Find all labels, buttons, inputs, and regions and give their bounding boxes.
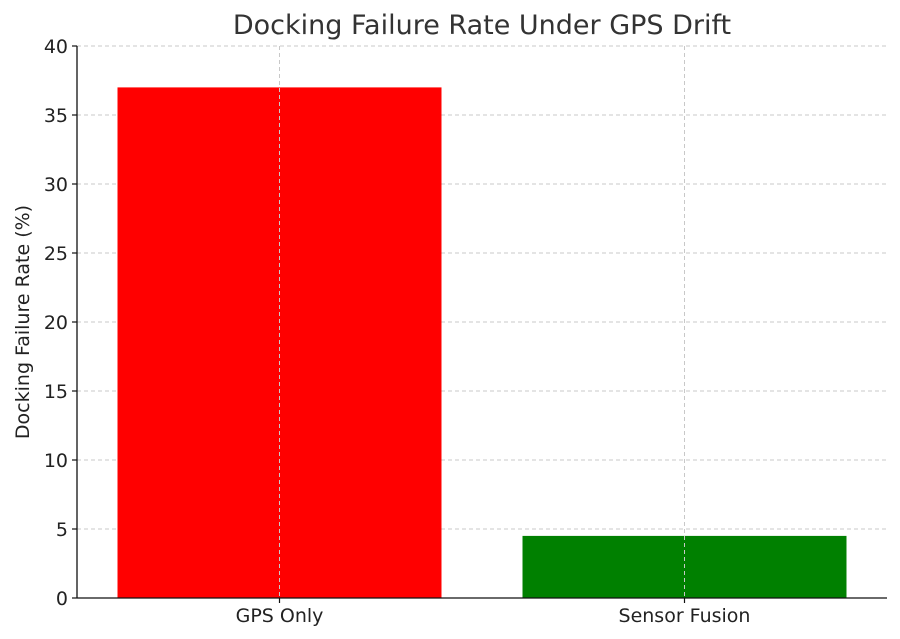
y-tick-label: 15	[44, 381, 68, 403]
axes	[72, 45, 887, 603]
y-tick-label: 5	[56, 519, 68, 541]
y-tick-label: 30	[44, 174, 68, 196]
chart-title: Docking Failure Rate Under GPS Drift	[233, 10, 731, 41]
y-axis-label: Docking Failure Rate (%)	[12, 205, 34, 439]
x-tick-label: Sensor Fusion	[619, 605, 751, 627]
y-tick-label: 35	[44, 105, 68, 127]
x-tick-label: GPS Only	[236, 605, 324, 627]
y-tick-label: 0	[56, 588, 68, 610]
y-tick-label: 10	[44, 450, 68, 472]
y-tick-labels: 0 5 10 15 20 25 30 35 40	[44, 36, 68, 610]
bars	[117, 46, 847, 599]
x-tick-labels: GPS Only Sensor Fusion	[236, 605, 751, 627]
y-tick-label: 25	[44, 243, 68, 265]
y-tick-label: 40	[44, 36, 68, 58]
y-tick-label: 20	[44, 312, 68, 334]
